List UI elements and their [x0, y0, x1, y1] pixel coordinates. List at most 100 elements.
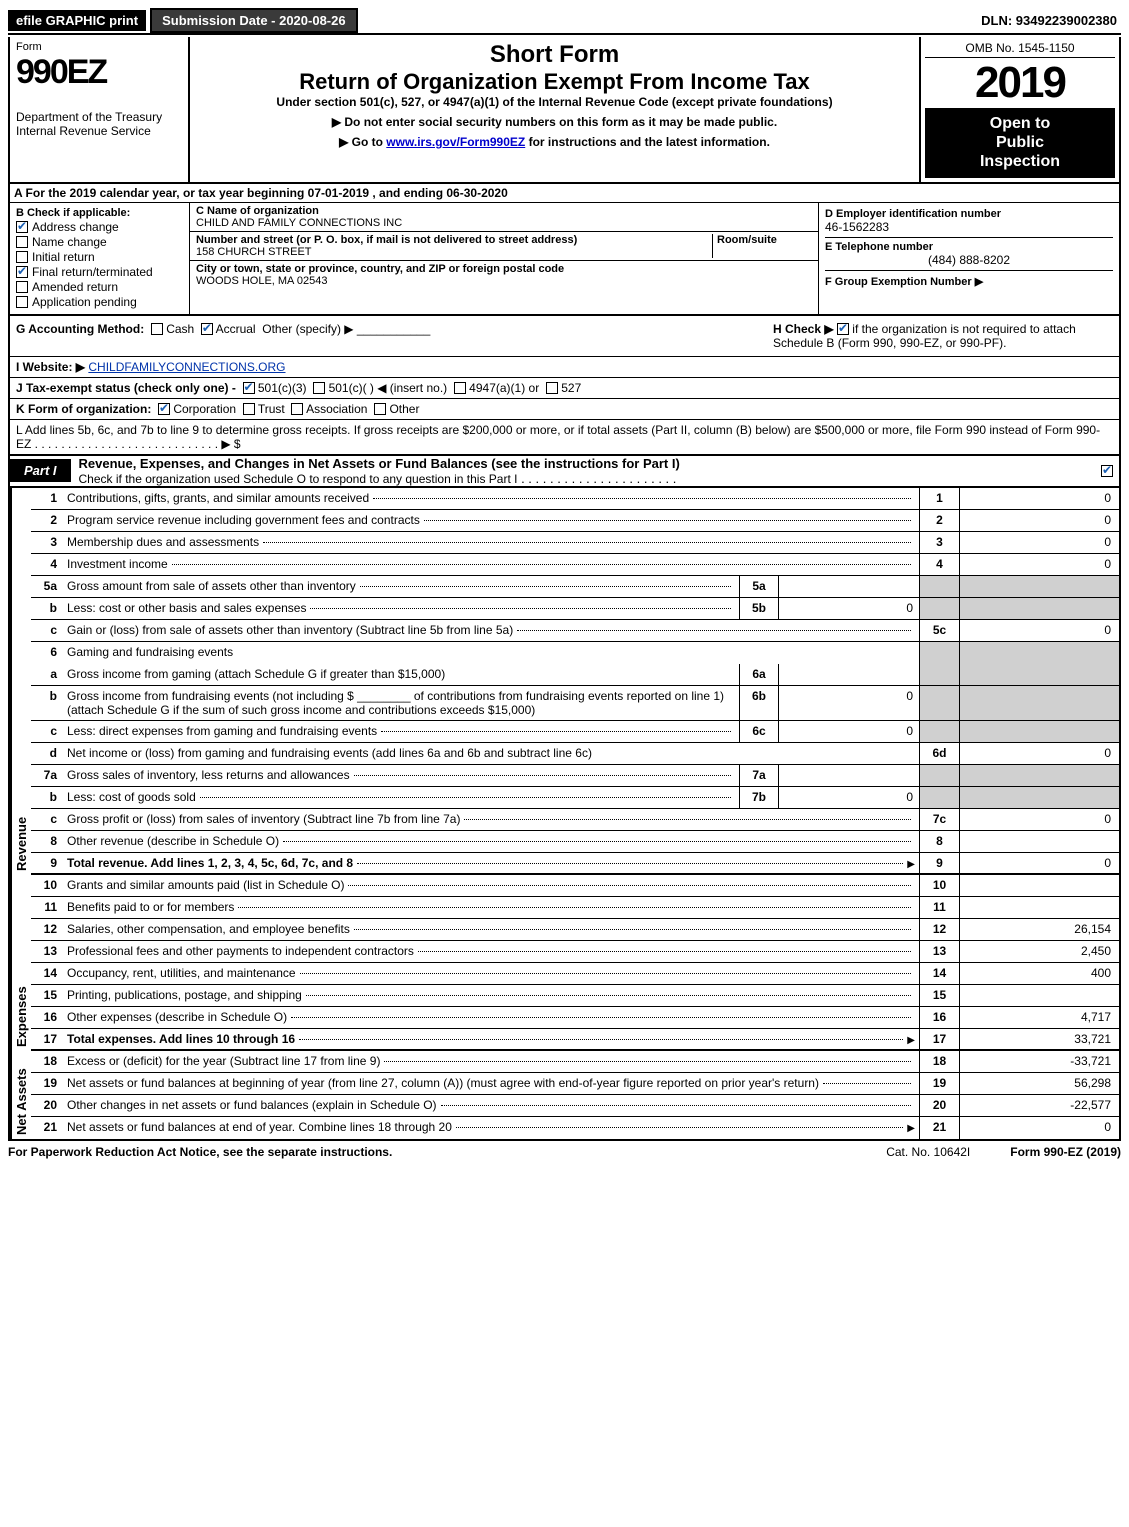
checkbox-501c[interactable] [313, 382, 325, 394]
line-6d: d Net income or (loss) from gaming and f… [31, 743, 1119, 765]
line-3: 3 Membership dues and assessments 3 0 [31, 532, 1119, 554]
line-4: 4 Investment income 4 0 [31, 554, 1119, 576]
line-20-value: -22,577 [959, 1095, 1119, 1116]
c-addr-row: Number and street (or P. O. box, if mail… [190, 232, 818, 261]
line-7c-value: 0 [959, 809, 1119, 830]
org-city: WOODS HOLE, MA 02543 [196, 275, 812, 287]
g-accounting: G Accounting Method: Cash Accrual Other … [16, 322, 773, 350]
line-13: 13 Professional fees and other payments … [31, 941, 1119, 963]
line-2: 2 Program service revenue including gove… [31, 510, 1119, 532]
col-b-checkboxes: B Check if applicable: Address change Na… [10, 203, 190, 314]
checkbox-other-org[interactable] [374, 403, 386, 415]
checkbox-sched-b[interactable] [837, 323, 849, 335]
line-6b-value: 0 [779, 686, 919, 720]
irs-line: Internal Revenue Service [16, 124, 182, 138]
efile-label: efile GRAPHIC print [8, 10, 146, 31]
org-name: CHILD AND FAMILY CONNECTIONS INC [196, 217, 812, 229]
line-14: 14 Occupancy, rent, utilities, and maint… [31, 963, 1119, 985]
line-12: 12 Salaries, other compensation, and emp… [31, 919, 1119, 941]
row-l-gross: L Add lines 5b, 6c, and 7b to line 9 to … [8, 420, 1121, 456]
top-bar: efile GRAPHIC print Submission Date - 20… [8, 8, 1121, 35]
check-final: Final return/terminated [16, 265, 183, 279]
checkbox-accrual[interactable] [201, 323, 213, 335]
line-14-value: 400 [959, 963, 1119, 984]
row-i-website: I Website: ▶ CHILDFAMILYCONNECTIONS.ORG [8, 357, 1121, 378]
checkbox-final[interactable] [16, 266, 28, 278]
phone-value: (484) 888-8202 [825, 253, 1113, 267]
checkbox-trust[interactable] [243, 403, 255, 415]
expenses-side-label: Expenses [10, 875, 31, 1051]
ein-value: 46-1562283 [825, 220, 1113, 234]
main-title: Return of Organization Exempt From Incom… [194, 69, 915, 95]
part1-label: Part I [10, 459, 71, 482]
line-3-value: 0 [959, 532, 1119, 553]
line-4-value: 0 [959, 554, 1119, 575]
check-address-change: Address change [16, 220, 183, 234]
dln: DLN: 93492239002380 [981, 13, 1121, 28]
checkbox-4947[interactable] [454, 382, 466, 394]
checkbox-527[interactable] [546, 382, 558, 394]
line-5c: c Gain or (loss) from sale of assets oth… [31, 620, 1119, 642]
checkbox-name[interactable] [16, 236, 28, 248]
line-5b: b Less: cost or other basis and sales ex… [31, 598, 1119, 620]
line-11: 11 Benefits paid to or for members 11 [31, 897, 1119, 919]
line-8: 8 Other revenue (describe in Schedule O)… [31, 831, 1119, 853]
netassets-side-label: Net Assets [10, 1051, 31, 1139]
website-link[interactable]: CHILDFAMILYCONNECTIONS.ORG [88, 360, 285, 374]
part1-header: Part I Revenue, Expenses, and Changes in… [8, 456, 1121, 488]
line-9-value: 0 [959, 853, 1119, 873]
line-21-value: 0 [959, 1117, 1119, 1139]
form-no-footer: Form 990-EZ (2019) [1010, 1145, 1121, 1159]
irs-link[interactable]: www.irs.gov/Form990EZ [386, 135, 525, 149]
header-right: OMB No. 1545-1150 2019 Open to Public In… [919, 37, 1119, 182]
checkbox-initial[interactable] [16, 251, 28, 263]
line-17-value: 33,721 [959, 1029, 1119, 1049]
check-name-change: Name change [16, 235, 183, 249]
part1-check [1101, 464, 1119, 478]
line-13-value: 2,450 [959, 941, 1119, 962]
row-j-status: J Tax-exempt status (check only one) - 5… [8, 378, 1121, 399]
header-left: Form 990EZ Department of the Treasury In… [10, 37, 190, 182]
inspection-box: Open to Public Inspection [925, 108, 1115, 178]
line-6: 6 Gaming and fundraising events [31, 642, 1119, 664]
line-7b-value: 0 [779, 787, 919, 808]
checkbox-amended[interactable] [16, 281, 28, 293]
line-17: 17 Total expenses. Add lines 10 through … [31, 1029, 1119, 1051]
checkbox-cash[interactable] [151, 323, 163, 335]
checkbox-schedule-o[interactable] [1101, 465, 1113, 477]
form-header: Form 990EZ Department of the Treasury In… [8, 37, 1121, 184]
line-18-value: -33,721 [959, 1051, 1119, 1072]
line-5b-value: 0 [779, 598, 919, 619]
line-15-value [959, 985, 1119, 1006]
col-c-org: C Name of organization CHILD AND FAMILY … [190, 203, 819, 314]
line-6c-value: 0 [779, 721, 919, 742]
line-9: 9 Total revenue. Add lines 1, 2, 3, 4, 5… [31, 853, 1119, 875]
org-street: 158 CHURCH STREET [196, 246, 712, 258]
line-7c: c Gross profit or (loss) from sales of i… [31, 809, 1119, 831]
c-name-row: C Name of organization CHILD AND FAMILY … [190, 203, 818, 232]
line-16: 16 Other expenses (describe in Schedule … [31, 1007, 1119, 1029]
line-1: 1 Contributions, gifts, grants, and simi… [31, 488, 1119, 510]
line-7b: b Less: cost of goods sold 7b 0 [31, 787, 1119, 809]
line-18: 18 Excess or (deficit) for the year (Sub… [31, 1051, 1119, 1073]
form-label: Form [16, 41, 182, 53]
row-a-period: A For the 2019 calendar year, or tax yea… [8, 184, 1121, 202]
paperwork-notice: For Paperwork Reduction Act Notice, see … [8, 1145, 392, 1159]
gh-block: G Accounting Method: Cash Accrual Other … [8, 316, 1121, 357]
line-16-value: 4,717 [959, 1007, 1119, 1028]
line-19-value: 56,298 [959, 1073, 1119, 1094]
line-20: 20 Other changes in net assets or fund b… [31, 1095, 1119, 1117]
checkbox-corp[interactable] [158, 403, 170, 415]
checkbox-501c3[interactable] [243, 382, 255, 394]
checkbox-address[interactable] [16, 221, 28, 233]
line-10: 10 Grants and similar amounts paid (list… [31, 875, 1119, 897]
line-6b: b Gross income from fundraising events (… [31, 686, 1119, 721]
line-6c: c Less: direct expenses from gaming and … [31, 721, 1119, 743]
f-group-row: F Group Exemption Number ▶ [825, 271, 1113, 291]
checkbox-assoc[interactable] [291, 403, 303, 415]
line-6a: a Gross income from gaming (attach Sched… [31, 664, 1119, 686]
short-form-label: Short Form [194, 41, 915, 69]
line-11-value [959, 897, 1119, 918]
checkbox-pending[interactable] [16, 296, 28, 308]
h-schedule-b: H Check ▶ if the organization is not req… [773, 322, 1113, 350]
